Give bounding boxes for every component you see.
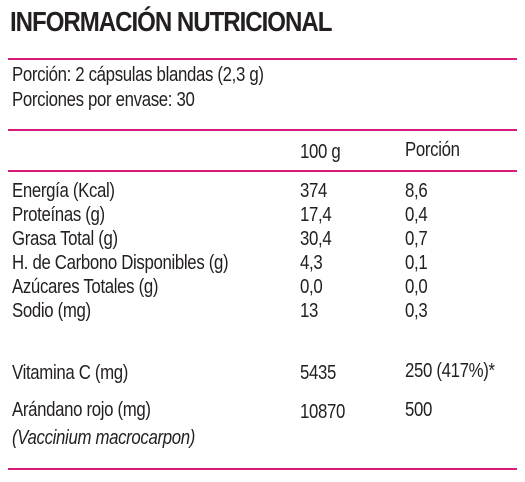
nutrient-label: Grasa Total (g) [12, 228, 118, 250]
scientific-name: (Vaccinium macrocarpon) [12, 427, 196, 449]
nutrient-label: Azúcares Totales (g) [12, 276, 159, 298]
serving-size: Porción: 2 cápsulas blandas (2,3 g) [12, 64, 264, 86]
nutrient-value-100g: 374 [300, 180, 328, 202]
nutrient-value-100g: 0,0 [300, 276, 323, 298]
nutrient-value-portion: 0,1 [405, 252, 428, 274]
nutrient-value-portion: 500 [405, 399, 433, 421]
nutrient-value-100g: 5435 [300, 362, 337, 384]
nutrient-value-100g: 10870 [300, 401, 346, 423]
nutrient-value-portion: 250 (417%)* [405, 360, 495, 382]
divider-bottom [8, 468, 517, 470]
nutrient-value-portion: 0,3 [405, 300, 428, 322]
divider-serving [8, 129, 517, 131]
column-header-portion: Porción [405, 139, 460, 161]
nutrient-value-100g: 17,4 [300, 204, 332, 226]
divider-title [8, 58, 517, 60]
nutrient-label: Proteínas (g) [12, 204, 105, 226]
nutrient-value-100g: 30,4 [300, 228, 332, 250]
nutrient-label: H. de Carbono Disponibles (g) [12, 252, 229, 274]
page-title: INFORMACIÓN NUTRICIONAL [10, 6, 332, 37]
nutrient-value-portion: 8,6 [405, 180, 428, 202]
nutrient-value-portion: 0,7 [405, 228, 428, 250]
nutrient-label: Arándano rojo (mg) [12, 399, 151, 421]
nutrient-label: Vitamina C (mg) [12, 362, 129, 384]
divider-header [8, 170, 517, 172]
nutrient-value-portion: 0,4 [405, 204, 428, 226]
nutrient-label: Sodio (mg) [12, 300, 91, 322]
nutrient-value-100g: 13 [300, 300, 319, 322]
servings-per-container: Porciones por envase: 30 [12, 89, 195, 111]
nutrient-value-portion: 0,0 [405, 276, 428, 298]
nutrient-label: Energía (Kcal) [12, 180, 115, 202]
nutrient-value-100g: 4,3 [300, 252, 323, 274]
column-header-100g: 100 g [300, 141, 341, 163]
